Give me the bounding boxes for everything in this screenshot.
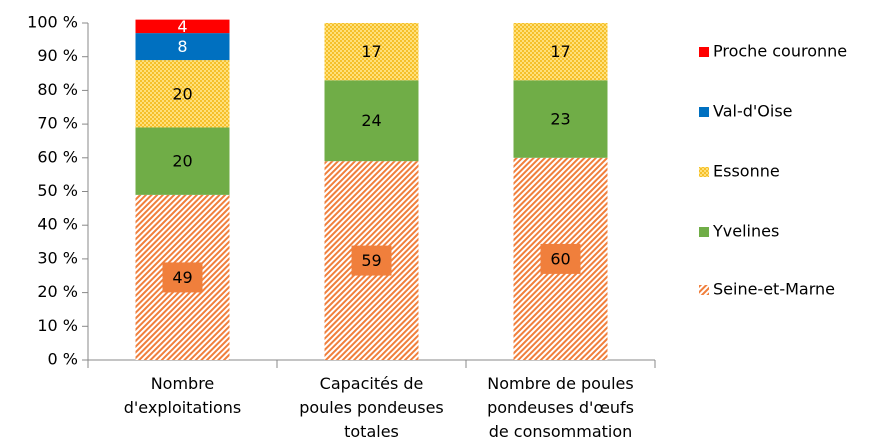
bar-segment [324, 23, 419, 81]
data-label: 23 [550, 110, 570, 129]
data-label-box [540, 243, 581, 274]
data-label: 4 [177, 17, 187, 36]
data-label-box [351, 245, 392, 276]
y-tick-label: 30 % [37, 248, 78, 267]
legend-label: Proche couronne [713, 42, 847, 61]
bar-segment [135, 127, 230, 195]
legend-swatch [699, 107, 709, 117]
data-label: 20 [172, 84, 192, 103]
bar-segment [135, 19, 230, 34]
y-tick-label: 50 % [37, 181, 78, 200]
y-tick-label: 10 % [37, 316, 78, 335]
legend-label: Yvelines [712, 222, 779, 241]
data-label: 24 [361, 111, 381, 130]
data-label: 17 [361, 42, 381, 61]
legend-label: Seine-et-Marne [713, 280, 835, 299]
y-tick-label: 80 % [37, 80, 78, 99]
legend-swatch [699, 285, 709, 295]
data-label: 20 [172, 152, 192, 171]
bar-segment [513, 23, 608, 81]
data-label: 60 [550, 249, 570, 268]
bar-segment [135, 60, 230, 128]
legend-label: Val-d'Oise [713, 102, 793, 121]
legend-swatch [699, 47, 709, 57]
data-label-box [162, 262, 203, 293]
y-tick-label: 60 % [37, 147, 78, 166]
y-tick-label: 70 % [37, 114, 78, 133]
y-tick-label: 20 % [37, 282, 78, 301]
y-tick-label: 40 % [37, 215, 78, 234]
bar-segment [513, 80, 608, 158]
x-tick-label: Nombre d'exploitations [124, 374, 241, 417]
y-tick-label: 100 % [27, 13, 78, 32]
y-tick-label: 90 % [37, 46, 78, 65]
bar-segment [135, 33, 230, 61]
x-tick-label: Capacités de poules pondeuses totales [299, 374, 444, 441]
data-label: 17 [550, 42, 570, 61]
y-tick-label: 0 % [48, 350, 78, 369]
data-label: 8 [177, 37, 187, 56]
data-label: 59 [361, 251, 381, 270]
bar-segment [324, 80, 419, 162]
data-label: 49 [172, 268, 192, 287]
legend-swatch [699, 167, 709, 177]
legend-swatch [699, 227, 709, 237]
x-tick-label: Nombre de poules pondeuses d'œufs de conso… [487, 374, 634, 441]
legend-label: Essonne [713, 162, 780, 181]
